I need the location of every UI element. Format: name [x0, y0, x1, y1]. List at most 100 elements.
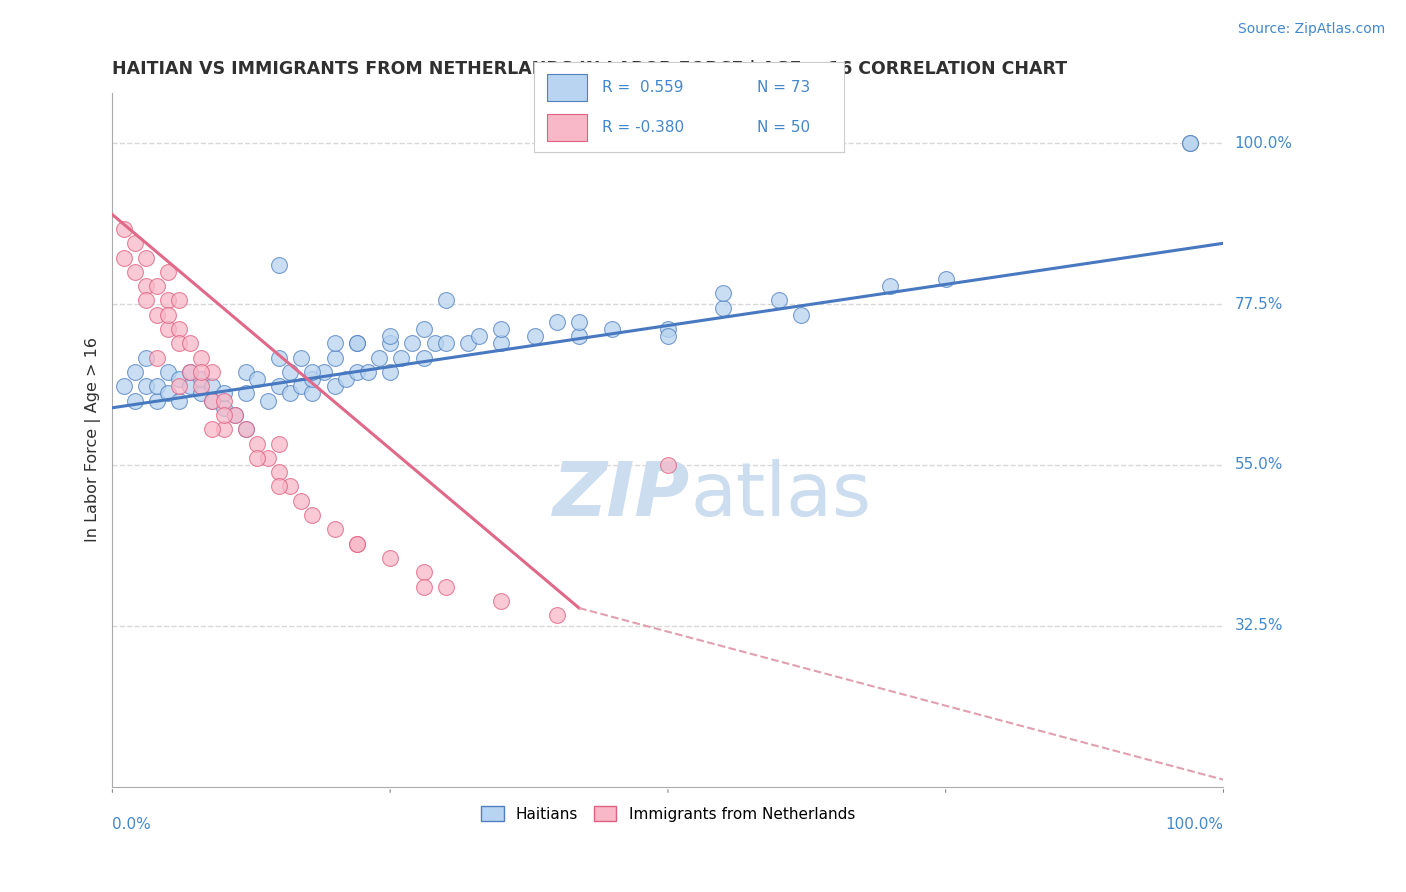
Point [201, 365, 224, 379]
Point [380, 329, 402, 343]
Point [124, 393, 146, 408]
Point [235, 386, 257, 401]
Point [112, 251, 135, 265]
Point [491, 594, 513, 608]
Point [135, 351, 157, 365]
Text: 0.0%: 0.0% [112, 817, 152, 832]
Point [278, 479, 301, 493]
Point [657, 322, 679, 336]
Point [167, 322, 190, 336]
Point [267, 436, 290, 450]
Point [235, 422, 257, 436]
Point [135, 251, 157, 265]
Point [235, 365, 257, 379]
Point [790, 308, 813, 322]
Point [146, 279, 169, 293]
Point [323, 379, 346, 393]
Text: Source: ZipAtlas.com: Source: ZipAtlas.com [1237, 22, 1385, 37]
Point [267, 351, 290, 365]
Point [380, 365, 402, 379]
Point [346, 536, 368, 550]
Text: R = -0.380: R = -0.380 [602, 120, 685, 135]
Point [346, 536, 368, 550]
Point [212, 401, 235, 415]
Point [434, 336, 457, 351]
Point [267, 479, 290, 493]
Point [156, 386, 179, 401]
Point [179, 365, 201, 379]
Point [412, 566, 434, 580]
Point [135, 279, 157, 293]
Point [267, 258, 290, 272]
Text: ZIP: ZIP [553, 459, 690, 532]
FancyBboxPatch shape [547, 74, 586, 101]
Point [246, 436, 269, 450]
Text: atlas: atlas [690, 459, 872, 532]
Point [368, 351, 391, 365]
Point [156, 308, 179, 322]
Point [602, 322, 624, 336]
Point [290, 379, 312, 393]
Y-axis label: In Labor Force | Age > 16: In Labor Force | Age > 16 [86, 337, 101, 542]
Point [179, 365, 201, 379]
Point [156, 365, 179, 379]
FancyBboxPatch shape [547, 114, 586, 141]
Point [224, 408, 246, 422]
Point [380, 551, 402, 566]
Point [167, 336, 190, 351]
Point [346, 365, 368, 379]
Point [267, 379, 290, 393]
Legend: Haitians, Immigrants from Netherlands: Haitians, Immigrants from Netherlands [475, 799, 862, 828]
Point [201, 393, 224, 408]
Point [290, 351, 312, 365]
Point [146, 379, 169, 393]
Point [190, 379, 212, 393]
Point [246, 450, 269, 465]
Point [124, 265, 146, 279]
Text: R =  0.559: R = 0.559 [602, 80, 683, 95]
Point [301, 365, 323, 379]
Point [657, 329, 679, 343]
Point [301, 372, 323, 386]
Point [523, 329, 546, 343]
Text: 100.0%: 100.0% [1234, 136, 1292, 151]
Point [278, 386, 301, 401]
Point [179, 379, 201, 393]
Point [380, 336, 402, 351]
Point [167, 372, 190, 386]
Point [156, 322, 179, 336]
Point [224, 408, 246, 422]
Point [212, 393, 235, 408]
Point [246, 372, 269, 386]
Point [167, 379, 190, 393]
Point [112, 222, 135, 236]
Point [434, 580, 457, 594]
Text: 77.5%: 77.5% [1234, 296, 1282, 311]
Point [201, 393, 224, 408]
Point [146, 351, 169, 365]
Text: 55.0%: 55.0% [1234, 458, 1282, 473]
Point [201, 422, 224, 436]
Point [1178, 136, 1201, 150]
Text: HAITIAN VS IMMIGRANTS FROM NETHERLANDS IN LABOR FORCE | AGE > 16 CORRELATION CHA: HAITIAN VS IMMIGRANTS FROM NETHERLANDS I… [112, 60, 1067, 78]
Point [190, 372, 212, 386]
Point [423, 336, 446, 351]
Point [212, 408, 235, 422]
Point [491, 336, 513, 351]
Point [457, 336, 479, 351]
Point [312, 365, 335, 379]
Point [201, 379, 224, 393]
Point [323, 336, 346, 351]
Point [1178, 136, 1201, 150]
Point [434, 293, 457, 308]
Point [267, 465, 290, 479]
Point [124, 236, 146, 251]
Point [713, 286, 735, 301]
Point [146, 308, 169, 322]
Point [135, 379, 157, 393]
Point [546, 315, 568, 329]
Text: N = 50: N = 50 [756, 120, 810, 135]
Point [212, 386, 235, 401]
Point [412, 322, 434, 336]
Point [657, 458, 679, 472]
